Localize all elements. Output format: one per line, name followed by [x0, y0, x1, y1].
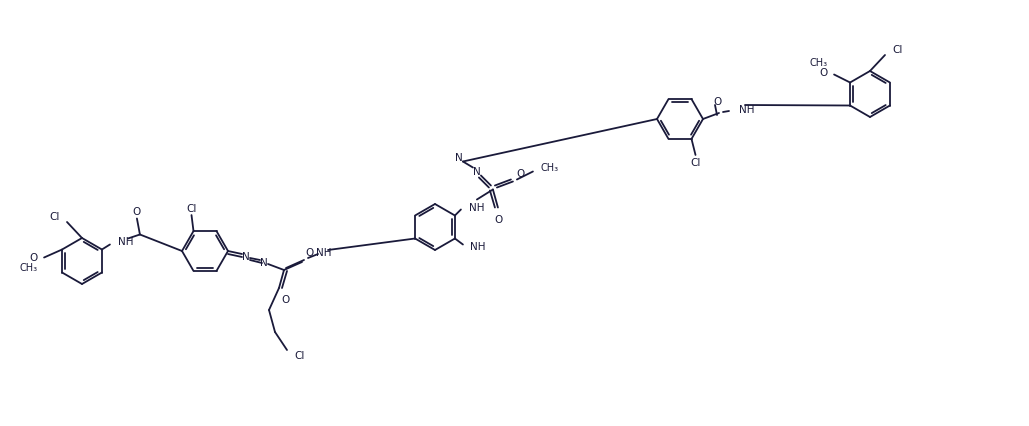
Text: Cl: Cl — [186, 204, 197, 213]
Text: Cl: Cl — [690, 158, 701, 167]
Text: O: O — [517, 169, 525, 179]
Text: O: O — [820, 68, 828, 78]
Text: CH₃: CH₃ — [810, 58, 828, 68]
Text: O: O — [30, 253, 38, 263]
Text: O: O — [713, 97, 721, 107]
Text: Cl: Cl — [294, 350, 305, 360]
Text: O: O — [495, 215, 503, 225]
Text: N: N — [473, 167, 481, 177]
Text: NH: NH — [118, 237, 134, 247]
Text: CH₃: CH₃ — [20, 263, 38, 273]
Text: NH: NH — [469, 203, 485, 213]
Text: N: N — [455, 153, 463, 163]
Text: O: O — [133, 207, 141, 217]
Text: NH: NH — [316, 248, 331, 257]
Text: Cl: Cl — [892, 45, 902, 55]
Text: N: N — [242, 251, 250, 262]
Text: CH₃: CH₃ — [541, 163, 559, 173]
Text: N: N — [260, 257, 268, 268]
Text: O: O — [306, 248, 314, 257]
Text: O: O — [282, 294, 290, 304]
Text: NH: NH — [470, 242, 486, 252]
Text: Cl: Cl — [49, 211, 60, 222]
Text: NH: NH — [739, 105, 754, 115]
